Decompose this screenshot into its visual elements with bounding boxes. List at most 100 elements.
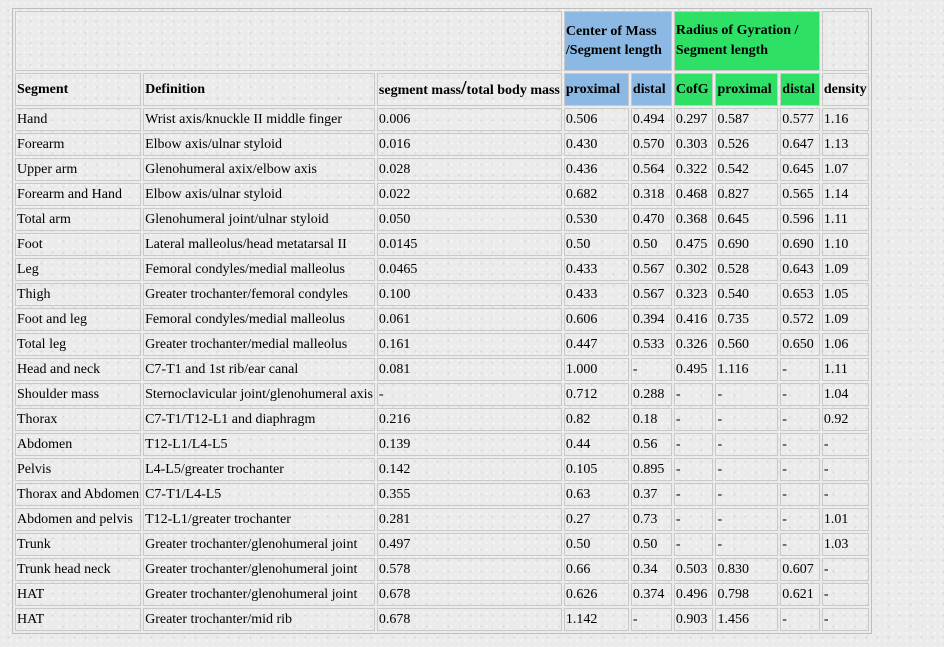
cell-cofg: 0.323 (673, 283, 714, 306)
cell-definition: Greater trochanter/glenohumeral joint (143, 558, 375, 581)
cell-cofg: - (673, 458, 714, 481)
cell-density: - (821, 433, 869, 456)
cell-segment-mass: 0.139 (376, 433, 562, 456)
radius-of-gyration-header-text: Radius of Gyration / Segment length (675, 23, 799, 58)
table-row: Leg Femoral condyles/medial malleolus 0.04… (15, 258, 869, 281)
table-row: Forearm and Hand Elbow axis/ulnar styloid… (15, 183, 869, 206)
cell-density: - (821, 583, 869, 606)
cell-rog-proximal: 0.542 (715, 158, 779, 181)
cell-com-distal: 0.18 (630, 408, 672, 431)
cell-density: - (821, 458, 869, 481)
cell-cofg: 0.297 (673, 108, 714, 131)
table-row: Abdomen and pelvis T12-L1/greater trochan… (15, 508, 869, 531)
cell-definition: Sternoclavicular joint/glenohumeral axis (143, 383, 375, 406)
cell-rog-proximal: - (715, 508, 779, 531)
table-row: Head and neck C7-T1 and 1st rib/ear canal… (15, 358, 869, 381)
cell-rog-proximal: 1.456 (715, 608, 779, 631)
table-row: Thorax and Abdomen C7-T1/L4-L5 0.355 0.63 0.… (15, 483, 869, 506)
cell-definition: T12-L1/L4-L5 (143, 433, 375, 456)
cell-rog-proximal: 0.798 (715, 583, 779, 606)
column-header-row: Segment Definition segment mass/total bo… (15, 73, 869, 106)
cell-definition: Greater trochanter/mid rib (143, 608, 375, 631)
cell-segment: Total arm (15, 208, 142, 231)
cell-com-proximal: 0.50 (563, 533, 629, 556)
cell-segment-mass: 0.142 (376, 458, 562, 481)
table-row: HAT Greater trochanter/glenohumeral joint… (15, 583, 869, 606)
cell-definition: Glenohumeral joint/ulnar styloid (143, 208, 375, 231)
cell-rog-distal: 0.650 (780, 333, 820, 356)
cell-definition: Greater trochanter/glenohumeral joint (143, 533, 375, 556)
cell-segment: Leg (15, 258, 142, 281)
cell-com-distal: 0.567 (630, 258, 672, 281)
cell-density: - (821, 608, 869, 631)
cell-rog-distal: - (780, 508, 820, 531)
cell-definition: C7-T1/T12-L1 and diaphragm (143, 408, 375, 431)
cell-segment-mass: 0.216 (376, 408, 562, 431)
cell-com-distal: 0.318 (630, 183, 672, 206)
cell-segment: HAT (15, 583, 142, 606)
cell-cofg: 0.302 (673, 258, 714, 281)
cell-com-distal: - (630, 608, 672, 631)
cell-rog-distal: 0.607 (780, 558, 820, 581)
cell-rog-proximal: - (715, 458, 779, 481)
cell-rog-distal: 0.621 (780, 583, 820, 606)
cell-segment-mass: 0.578 (376, 558, 562, 581)
cell-segment-mass: 0.061 (376, 308, 562, 331)
cell-density: 1.07 (821, 158, 869, 181)
cell-com-distal: 0.56 (630, 433, 672, 456)
cell-definition: Lateral malleolus/head metatarsal II (143, 233, 375, 256)
cell-rog-distal: 0.653 (780, 283, 820, 306)
cell-segment: Forearm (15, 133, 142, 156)
cell-segment-mass: - (376, 383, 562, 406)
cell-segment-mass: 0.050 (376, 208, 562, 231)
cell-density: 1.09 (821, 308, 869, 331)
col-header-definition: Definition (143, 73, 375, 106)
cell-com-distal: 0.494 (630, 108, 672, 131)
cell-segment-mass: 0.281 (376, 508, 562, 531)
cell-cofg: 0.326 (673, 333, 714, 356)
cell-rog-distal: - (780, 383, 820, 406)
table-row: Upper arm Glenohumeral axix/elbow axis 0.0… (15, 158, 869, 181)
table-row: Thorax C7-T1/T12-L1 and diaphragm 0.216 0.8… (15, 408, 869, 431)
cell-cofg: 0.496 (673, 583, 714, 606)
cell-segment: Trunk head neck (15, 558, 142, 581)
cell-segment-mass: 0.161 (376, 333, 562, 356)
radius-of-gyration-header: Radius of Gyration / Segment length (673, 11, 820, 71)
cell-segment-mass: 0.016 (376, 133, 562, 156)
table-row: Foot Lateral malleolus/head metatarsal II… (15, 233, 869, 256)
cell-rog-distal: - (780, 458, 820, 481)
cell-rog-distal: 0.647 (780, 133, 820, 156)
cell-segment: Hand (15, 108, 142, 131)
cell-rog-proximal: 0.830 (715, 558, 779, 581)
cell-com-proximal: 0.430 (563, 133, 629, 156)
col-header-com-distal: distal (630, 73, 672, 106)
cell-segment-mass: 0.355 (376, 483, 562, 506)
cell-com-distal: 0.50 (630, 533, 672, 556)
cell-rog-distal: - (780, 358, 820, 381)
cell-segment: Abdomen (15, 433, 142, 456)
mass-denominator: total body mass (466, 83, 560, 98)
cell-density: - (821, 558, 869, 581)
table-row: Shoulder mass Sternoclavicular joint/glen… (15, 383, 869, 406)
cell-definition: Femoral condyles/medial malleolus (143, 258, 375, 281)
cell-definition: Glenohumeral axix/elbow axis (143, 158, 375, 181)
cell-density: 1.11 (821, 208, 869, 231)
cell-com-proximal: 0.50 (563, 233, 629, 256)
col-header-rog-proximal: proximal (715, 73, 779, 106)
col-header-com-proximal: proximal (563, 73, 629, 106)
cell-segment: Thigh (15, 283, 142, 306)
cell-density: 1.13 (821, 133, 869, 156)
cell-com-distal: 0.288 (630, 383, 672, 406)
cell-density: 1.05 (821, 283, 869, 306)
cell-definition: T12-L1/greater trochanter (143, 508, 375, 531)
table-row: Trunk Greater trochanter/glenohumeral joi… (15, 533, 869, 556)
cell-rog-distal: 0.690 (780, 233, 820, 256)
cell-com-distal: 0.570 (630, 133, 672, 156)
cell-segment-mass: 0.0465 (376, 258, 562, 281)
cell-com-proximal: 0.436 (563, 158, 629, 181)
table-row: Total arm Glenohumeral joint/ulnar styloi… (15, 208, 869, 231)
cell-com-distal: 0.567 (630, 283, 672, 306)
cell-rog-proximal: 0.645 (715, 208, 779, 231)
cell-rog-distal: 0.572 (780, 308, 820, 331)
cell-rog-proximal: - (715, 533, 779, 556)
